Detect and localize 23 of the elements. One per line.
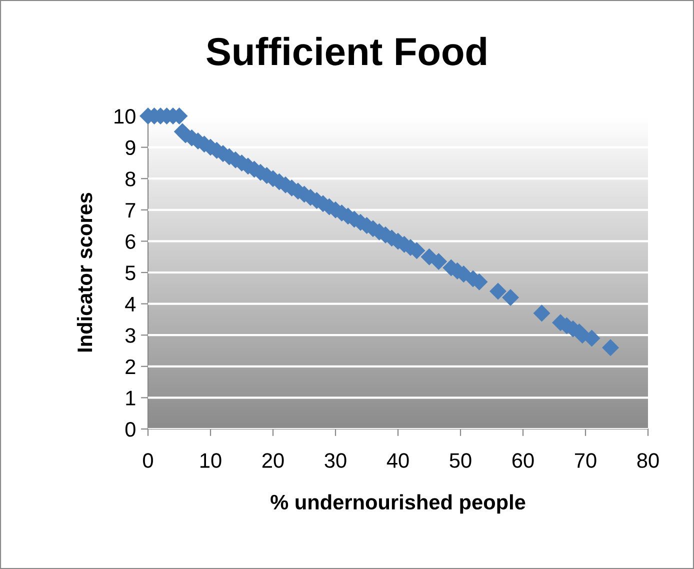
y-tick-label: 1	[126, 390, 136, 406]
y-tick-label: 3	[125, 328, 136, 343]
y-axis-title: Indicator scores	[76, 192, 92, 352]
x-tick-label: 10	[200, 453, 222, 468]
y-tick-label: 0	[125, 422, 136, 437]
y-tick-label: 7	[126, 203, 136, 218]
y-tick-label: 2	[126, 359, 136, 374]
x-tick-label: 30	[324, 453, 346, 468]
x-tick-label: 80	[637, 453, 659, 468]
y-tick-label: 8	[126, 172, 136, 186]
x-tick-label: 60	[512, 453, 534, 468]
x-tick-label: 0	[143, 453, 153, 468]
x-tick-label: 40	[386, 453, 409, 468]
x-tick-label: 50	[450, 453, 472, 468]
y-tick-label: 10	[114, 109, 136, 124]
y-tick-label: 9	[126, 140, 136, 156]
x-tick-label: 20	[262, 453, 284, 468]
y-tick-label: 4	[125, 297, 136, 312]
y-tick-label: 5	[125, 266, 136, 280]
y-tick-label: 6	[126, 234, 136, 249]
x-tick-label: 70	[574, 453, 596, 468]
x-axis-title: % undernourished people	[270, 494, 526, 514]
chart-title: Sufficient Food	[206, 36, 486, 66]
